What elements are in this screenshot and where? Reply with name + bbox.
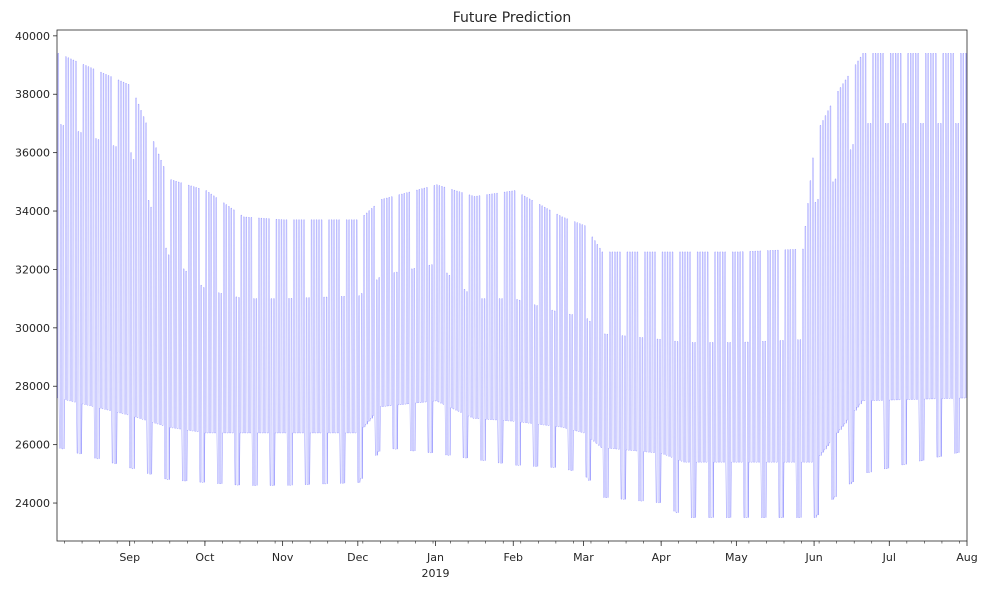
- chart-title: Future Prediction: [453, 10, 572, 26]
- y-tick-label: 24000: [15, 497, 50, 510]
- x-tick-label: Apr: [652, 551, 672, 564]
- x-tick-label: Jan: [426, 551, 444, 564]
- series-layer: [57, 53, 967, 518]
- y-tick-label: 28000: [15, 380, 50, 393]
- x-tick-label: Jul: [882, 551, 896, 564]
- y-tick-label: 32000: [15, 263, 50, 276]
- x-tick-label: Oct: [195, 551, 215, 564]
- x-tick-label: Feb: [504, 551, 523, 564]
- x-tick-label: Dec: [347, 551, 368, 564]
- series-line: [57, 53, 967, 518]
- y-tick-label: 34000: [15, 205, 50, 218]
- x-tick-label: Nov: [272, 551, 294, 564]
- y-tick-label: 40000: [15, 30, 50, 43]
- x-tick-label: Aug: [956, 551, 977, 564]
- x-tick-label: May: [725, 551, 748, 564]
- y-tick-label: 26000: [15, 439, 50, 452]
- y-tick-label: 38000: [15, 88, 50, 101]
- y-tick-label: 30000: [15, 322, 50, 335]
- plot-area-frame: [56, 29, 968, 542]
- x-tick-label: Sep: [119, 551, 140, 564]
- x-tick-label: Mar: [573, 551, 594, 564]
- x-axis: Sep Oct Nov Dec Jan 2019 Feb Mar Apr May Jun Jul Aug: [64, 541, 978, 580]
- x-tick-label: Jun: [804, 551, 822, 564]
- y-tick-label: 36000: [15, 147, 50, 160]
- x-tick-sublabel: 2019: [422, 567, 450, 580]
- y-axis: 24000 26000 28000 30000 32000 34000 36000 38000…: [15, 30, 57, 510]
